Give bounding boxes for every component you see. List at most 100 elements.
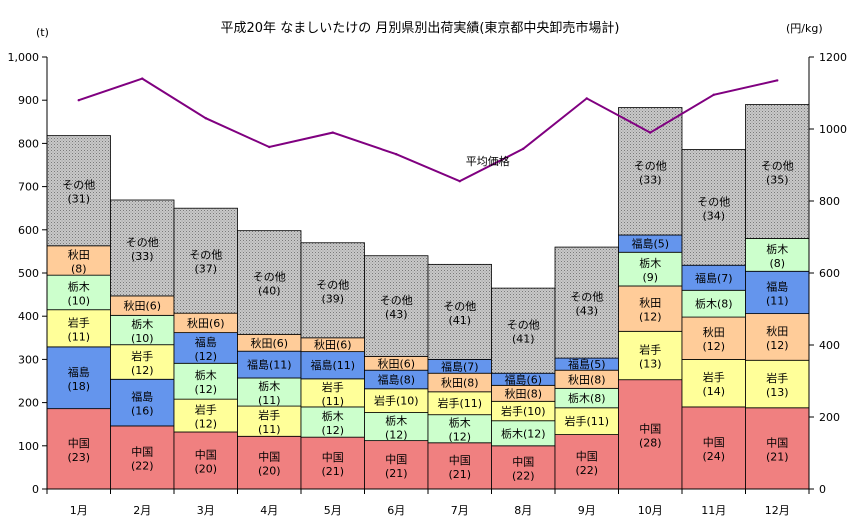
segment-label: 秋田(6) [123,299,161,313]
segment-label: その他 [189,249,222,262]
segment-label: 中国 [258,451,280,464]
bar-segment [300,378,365,408]
segment-label: 中国 [195,448,217,461]
segment-label: 福島(7) [695,271,733,285]
segment-label: 福島(7) [441,359,479,373]
segment-label: 岩手 [322,380,344,394]
segment-share: (8) [71,262,87,275]
chart-title: 平成20年 なましいたけの 月別県別出荷実績(東京都中央卸売市場計) [221,20,620,36]
segment-label: 中国 [766,436,788,449]
segment-share: (35) [766,173,789,186]
segment-label: 岩手 [703,370,725,384]
segment-label: 福島(6) [504,372,542,386]
price-point [585,97,588,100]
segment-label: 栃木 [322,409,344,423]
bar-segment [46,408,111,490]
segment-share: (12) [766,339,789,352]
segment-label: 栃木 [766,242,788,256]
bar-segment [173,362,238,400]
y-tick-label: 100 [18,440,39,453]
segment-label: 岩手 [68,315,90,329]
right-axis-unit: (円/kg) [786,22,823,35]
y2-tick-label: 1000 [819,123,847,136]
bar-segment [681,149,746,266]
y-tick-label: 600 [18,224,39,237]
bar-segment [491,420,556,447]
segment-share: (22) [512,469,535,482]
price-point [395,153,398,156]
price-point [649,131,652,134]
segment-label: 栃木(8) [568,391,606,405]
bar-segment [745,238,810,272]
price-line [78,77,778,183]
segment-share: (12) [702,340,725,353]
segment-label: 秋田(8) [441,376,479,390]
bar-segment [110,199,175,297]
segment-share: (11) [258,423,281,436]
segment-share: (12) [321,424,344,437]
segment-label: 中国 [639,422,661,435]
price-point [204,117,207,120]
price-point [77,99,80,102]
segment-share: (24) [702,450,725,463]
segment-label: 栃木 [131,317,153,331]
segment-share: (28) [639,436,662,449]
segment-label: その他 [253,271,286,284]
segment-label: 中国 [322,451,344,464]
segment-share: (13) [766,386,789,399]
x-tick-label: 6月 [387,504,405,517]
bar-segment [300,351,365,380]
segment-label: その他 [62,179,95,192]
segment-label: その他 [443,300,476,313]
segment-share: (14) [702,385,725,398]
segment-label: その他 [126,236,159,249]
price-point [268,145,271,149]
axes-group: 0 100 200 300 400 500 600 700 800 900 1,000 0 200 400… [8,51,848,517]
segment-label: 福島 [131,390,153,404]
segment-label: 栃木 [385,414,407,428]
segment-label: 栃木(12) [501,426,546,440]
price-line-label: 平均価格 [466,154,510,168]
segment-label: 秋田 [703,325,725,339]
segment-share: (11) [67,330,90,343]
segment-label: 福島(5) [631,237,669,251]
bar-segment [110,378,175,427]
bar-segment [300,242,365,339]
segment-share: (10) [131,332,154,345]
left-axis-unit: (t) [36,26,49,39]
segment-label: 栃木 [449,416,471,430]
x-tick-label: 4月 [260,504,278,517]
bar-segment [46,245,111,276]
segment-share: (21) [448,468,471,481]
segment-share: (23) [67,451,90,464]
segment-share: (8) [769,257,785,270]
segment-share: (37) [194,263,217,276]
segment-share: (31) [67,193,90,206]
segment-share: (39) [321,292,344,305]
segment-share: (16) [131,405,154,418]
segment-label: その他 [380,294,413,307]
segment-label: 中国 [449,454,471,467]
segment-share: (22) [575,464,598,477]
segment-label: 秋田(6) [250,336,288,350]
segment-label: 中国 [68,437,90,450]
segment-share: (33) [131,250,154,263]
segment-share: (40) [258,285,281,298]
segment-share: (12) [385,429,408,442]
bar-segment [745,104,810,239]
segment-label: その他 [761,159,794,172]
x-tick-label: 1月 [70,504,88,517]
segment-share: (20) [258,465,281,478]
bars-group: 中国(23)福島(18)岩手(11)栃木(10)秋田(8)その他(31)中国(2… [46,104,810,490]
x-tick-label: 8月 [514,504,532,517]
y-tick-label: 200 [18,397,39,410]
segment-share: (11) [766,294,789,307]
price-point [331,131,334,134]
segment-share: (12) [131,364,154,377]
bar-segment [745,359,810,409]
segment-label: 福島(5) [568,357,606,371]
segment-label: 中国 [576,450,598,463]
bar-segment [173,332,238,364]
segment-share: (33) [639,173,662,186]
segment-share: (13) [639,358,662,371]
